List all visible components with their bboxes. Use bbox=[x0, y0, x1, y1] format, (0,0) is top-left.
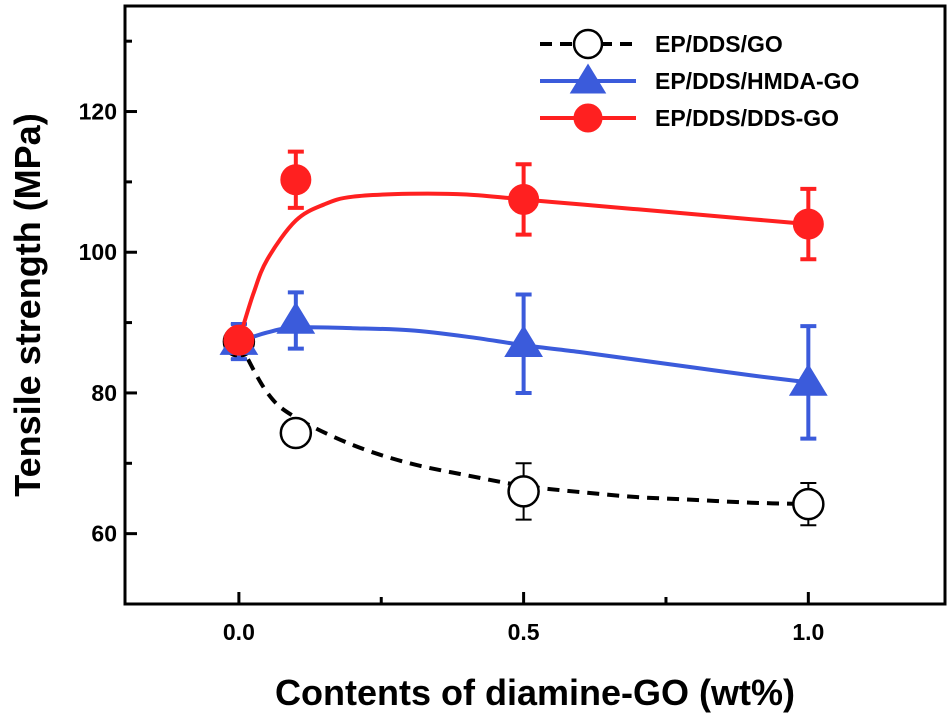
x-tick-label: 0.5 bbox=[508, 619, 540, 645]
legend-marker bbox=[572, 28, 604, 60]
y-axis: 60 80 100 120 bbox=[79, 39, 137, 547]
legend-label: EP/DDS/HMDA-GO bbox=[655, 68, 859, 94]
data-point bbox=[276, 301, 316, 334]
data-point bbox=[223, 324, 255, 356]
data-point bbox=[508, 183, 540, 215]
y-tick-label: 120 bbox=[79, 99, 117, 125]
data-point bbox=[792, 208, 824, 240]
data-point bbox=[279, 416, 313, 450]
y-axis-title: Tensile strength (MPa) bbox=[7, 113, 48, 496]
plot-frame bbox=[123, 4, 947, 606]
legend-label: EP/DDS/DDS-GO bbox=[655, 105, 839, 131]
series-ep-dds-dds-go bbox=[223, 149, 824, 356]
series-ep-dds-hmda-go bbox=[219, 290, 828, 441]
legend-marker bbox=[573, 103, 603, 133]
data-point bbox=[788, 363, 828, 396]
x-tick-label: 1.0 bbox=[792, 619, 824, 645]
series-line bbox=[236, 191, 809, 341]
x-axis: 0.0 0.5 1.0 bbox=[223, 592, 824, 645]
data-point bbox=[504, 325, 543, 357]
data-point bbox=[792, 487, 825, 521]
x-tick-label: 0.0 bbox=[223, 619, 255, 645]
legend-marker bbox=[569, 63, 607, 94]
data-point bbox=[507, 475, 540, 508]
series-line bbox=[237, 340, 809, 507]
legend: EP/DDS/GO EP/DDS/HMDA-GO EP/DDS/DDS-GO bbox=[540, 28, 859, 133]
series-layer bbox=[219, 149, 828, 527]
data-point bbox=[280, 164, 312, 196]
y-tick-label: 100 bbox=[79, 239, 117, 265]
legend-label: EP/DDS/GO bbox=[655, 31, 783, 57]
y-tick-label: 60 bbox=[91, 521, 117, 547]
x-axis-title: Contents of diamine-GO (wt%) bbox=[275, 672, 795, 713]
y-tick-label: 80 bbox=[91, 380, 117, 406]
